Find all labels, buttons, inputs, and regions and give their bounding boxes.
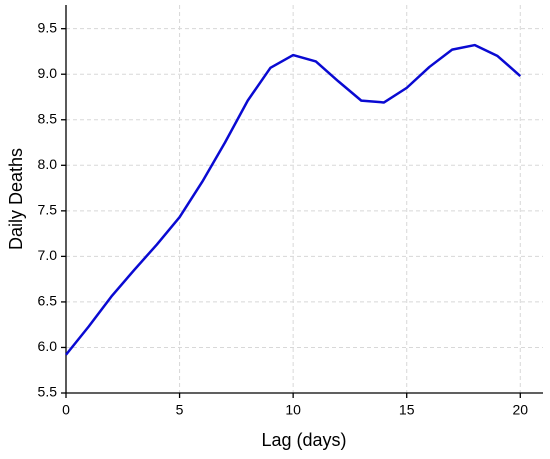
data-line: [65, 43, 522, 356]
y-tick-label: 7.0: [38, 247, 58, 263]
y-tick-label: 9.0: [38, 65, 58, 81]
x-axis-label: Lag (days): [261, 430, 346, 450]
y-axis-label: Daily Deaths: [6, 148, 26, 250]
y-tick-label: 8.5: [38, 110, 58, 126]
y-tick-label: 6.0: [38, 338, 58, 354]
y-tick-label: 6.5: [38, 293, 58, 309]
x-tick-label: 15: [399, 402, 415, 418]
x-tick-label: 20: [512, 402, 528, 418]
x-tick-label: 10: [285, 402, 301, 418]
y-tick-label: 7.5: [38, 202, 58, 218]
y-tick-label: 9.5: [38, 19, 58, 35]
y-tick-label: 8.0: [38, 156, 58, 172]
x-tick-label: 0: [62, 402, 70, 418]
y-tick-label: 5.5: [38, 384, 58, 400]
x-tick-label: 5: [176, 402, 184, 418]
